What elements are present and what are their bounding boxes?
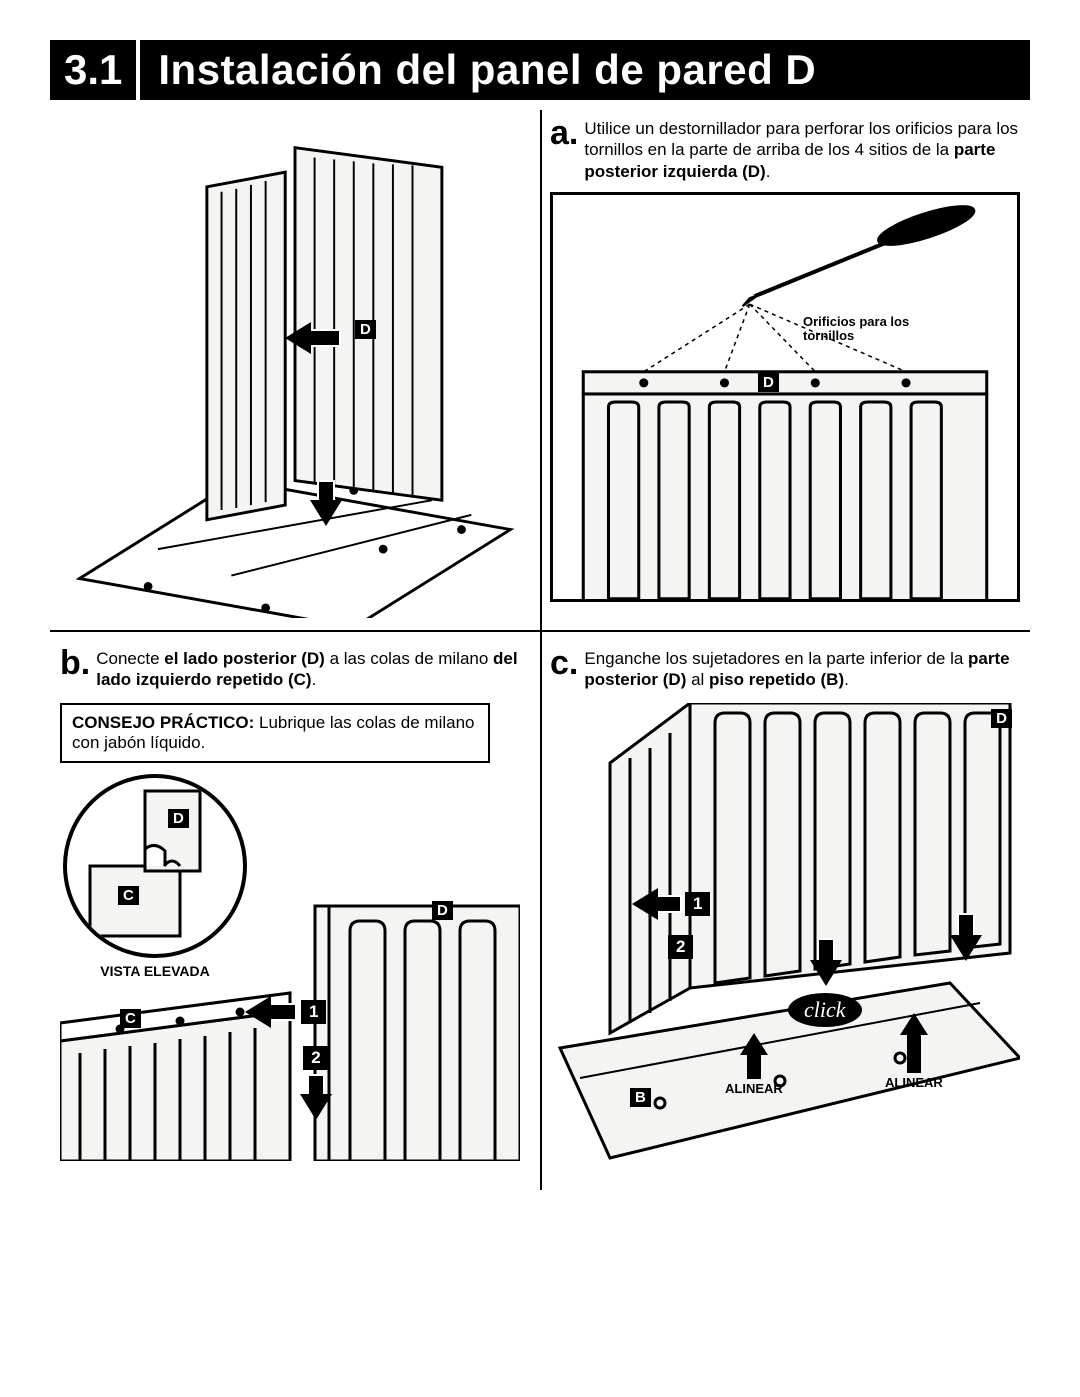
panel-bottom-right: c. Enganche los sujetadores en la parte … [540,630,1030,1190]
main-label-c: C [120,1009,141,1028]
click-badge: click [788,993,862,1027]
step-a-text: a. Utilice un destornillador para perfor… [550,118,1020,182]
step-a-body: Utilice un destornillador para perforar … [584,118,1020,182]
panel-top-left: D [50,110,540,630]
arrow-1: 1 [245,996,326,1028]
step-b-text: b. Conecte el lado posterior (D) a las c… [60,648,530,691]
step-c-text: c. Enganche los sujetadores en la parte … [550,648,1020,691]
step-a-letter: a. [550,116,578,150]
arrow-2: 2 [300,1046,332,1120]
step-c-illustration: D B 1 2 [550,703,1020,1173]
step-b-illustration: D C VISTA ELEVADA [60,771,530,1171]
step-title: Instalación del panel de pared D [140,40,1030,100]
instruction-grid: D a. Utilice un destornillador para perf… [50,110,1030,1190]
c-down-arrow-2 [950,913,982,961]
step-b-body: Conecte el lado posterior (D) a las cola… [96,648,530,691]
part-label-d: D [355,320,376,339]
c-label-b: B [630,1088,651,1107]
panel-bottom-left: b. Conecte el lado posterior (D) a las c… [50,630,540,1190]
iso-assembly-illustration [60,118,530,618]
step-number: 3.1 [50,40,140,100]
tip-box: CONSEJO PRÁCTICO: Lubrique las colas de … [60,703,490,763]
part-label-d-rail: D [758,373,779,392]
screw-holes-callout: Orificios para los tornillos [803,315,923,344]
step-c-letter: c. [550,646,578,680]
c-num-2: 2 [668,935,693,959]
corner-join-drawing [60,781,520,1161]
align-arrow-1: ALINEAR [725,1033,783,1096]
page: 3.1 Instalación del panel de pared D [0,0,1080,1210]
arrow-down-icon [310,480,342,526]
c-label-d: D [991,709,1012,728]
title-bar: 3.1 Instalación del panel de pared D [50,40,1030,100]
step-c-body: Enganche los sujetadores en la parte inf… [584,648,1020,691]
align-arrow-2: ALINEAR [885,1013,943,1090]
c-down-arrow-1 [810,938,842,986]
arrow-left-icon [285,322,341,354]
panel-top-right: a. Utilice un destornillador para perfor… [540,110,1030,630]
step-a-illustration: Orificios para los tornillos D [550,192,1020,602]
main-label-d: D [432,901,453,920]
screwdriver-drawing [553,195,1017,599]
step-b-letter: b. [60,646,90,680]
c-arrow-1: 1 [632,888,710,920]
